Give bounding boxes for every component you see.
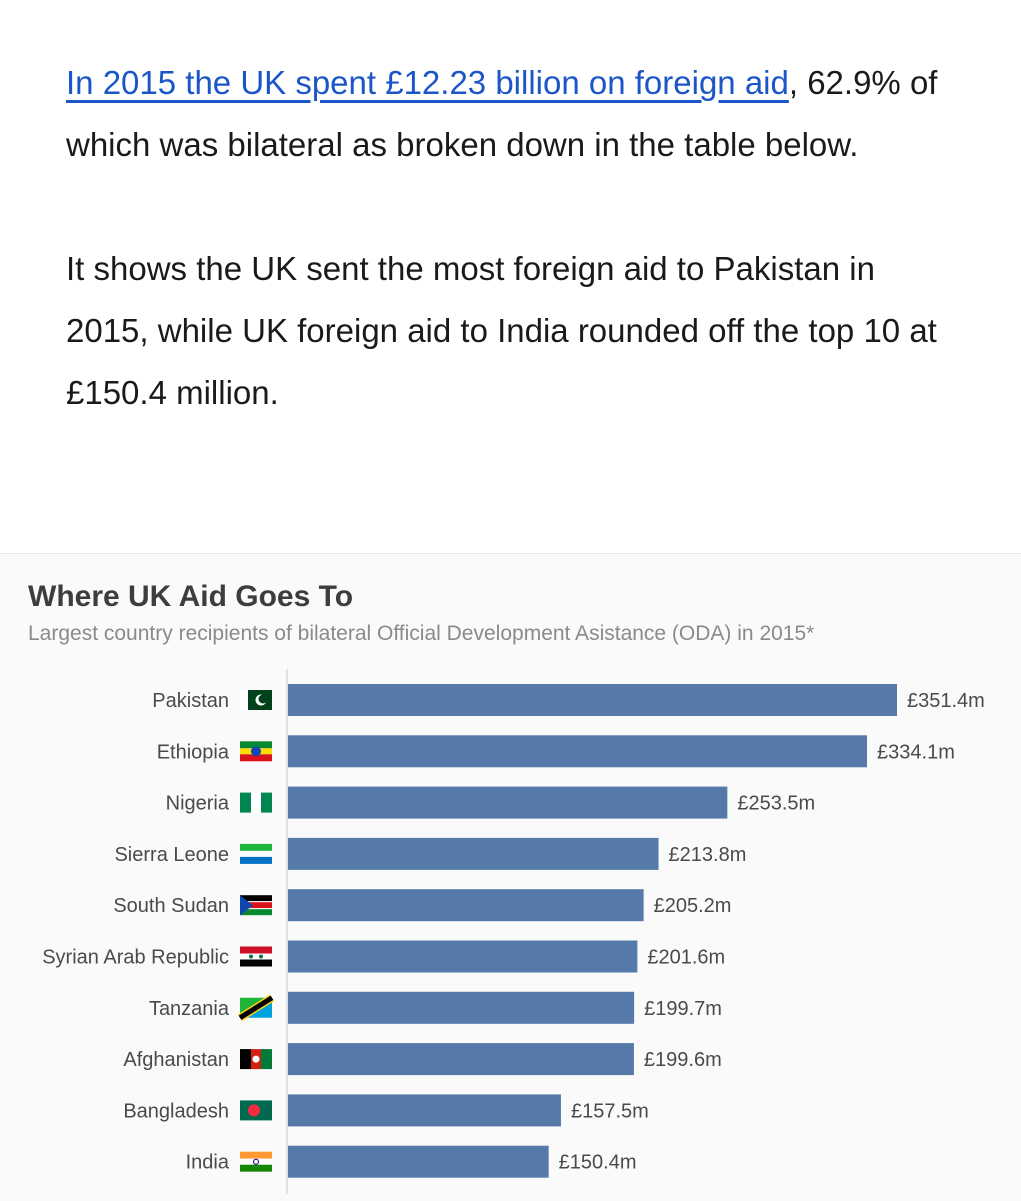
category-label-nigeria: Nigeria <box>166 793 230 815</box>
paragraph-1: In 2015 the UK spent £12.23 billion on f… <box>66 52 966 176</box>
category-label-pakistan: Pakistan <box>152 690 229 712</box>
category-label-ethiopia: Ethiopia <box>157 741 230 763</box>
foreign-aid-link[interactable]: In 2015 the UK spent £12.23 billion on f… <box>66 64 789 101</box>
value-label-bangladesh: £157.5m <box>571 1100 649 1122</box>
tanzania-flag-icon <box>237 994 275 1022</box>
value-label-south-sudan: £205.2m <box>654 895 732 917</box>
india-flag-icon <box>240 1151 272 1172</box>
chart-title: Where UK Aid Goes To <box>28 580 354 613</box>
article-body: In 2015 the UK spent £12.23 billion on f… <box>66 52 966 486</box>
link-comma: , <box>788 64 799 101</box>
paragraph-2: It shows the UK sent the most foreign ai… <box>66 250 937 411</box>
bar-sierra-leone <box>288 837 659 870</box>
south-sudan-flag-icon <box>240 895 272 916</box>
afghanistan-flag-icon <box>240 1049 272 1070</box>
value-label-afghanistan: £199.6m <box>644 1049 722 1071</box>
value-label-sierra-leone: £213.8m <box>669 844 747 866</box>
nigeria-flag-icon <box>240 792 272 813</box>
value-label-ethiopia: £334.1m <box>877 741 955 763</box>
pakistan-flag-icon <box>240 690 272 710</box>
category-label-india: India <box>186 1152 230 1174</box>
sierra-leone-flag-icon <box>240 843 272 864</box>
bangladesh-flag-icon <box>240 1100 272 1121</box>
chart-container: Where UK Aid Goes To Largest country rec… <box>0 553 1021 1201</box>
bar-pakistan <box>288 684 897 716</box>
bar-nigeria <box>288 786 728 819</box>
chart-subtitle: Largest country recipients of bilateral … <box>28 622 815 645</box>
syria-flag-icon <box>240 946 272 967</box>
bar-south-sudan <box>288 889 644 922</box>
bar-ethiopia <box>288 735 868 768</box>
category-label-tanzania: Tanzania <box>149 998 230 1020</box>
category-label-afghanistan: Afghanistan <box>123 1049 229 1071</box>
bar-chart: Pakistan £351.4m Ethiopia £334.1m Nigeria £25… <box>42 669 985 1194</box>
bar-tanzania <box>288 991 635 1024</box>
bar-bangladesh <box>288 1094 561 1127</box>
category-label-south-sudan: South Sudan <box>113 895 229 917</box>
bar-syrian-arab-republic <box>288 940 638 973</box>
value-label-syrian-arab-republic: £201.6m <box>647 947 725 969</box>
value-label-india: £150.4m <box>559 1152 637 1174</box>
category-label-syrian-arab-republic: Syrian Arab Republic <box>42 947 229 969</box>
paragraph-1-text: 62.9% of which was bilateral as broken d… <box>66 64 938 163</box>
bar-india <box>288 1145 549 1178</box>
category-label-sierra-leone: Sierra Leone <box>114 844 229 866</box>
value-label-pakistan: £351.4m <box>907 690 985 712</box>
value-label-tanzania: £199.7m <box>644 998 722 1020</box>
bar-afghanistan <box>288 1043 634 1076</box>
value-label-nigeria: £253.5m <box>737 793 815 815</box>
category-label-bangladesh: Bangladesh <box>123 1100 229 1122</box>
ethiopia-flag-icon <box>240 741 272 762</box>
